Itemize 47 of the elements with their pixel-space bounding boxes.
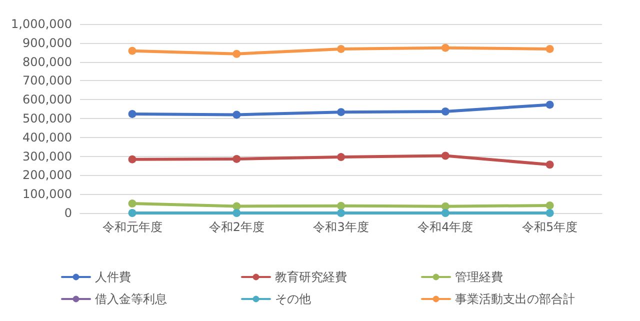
point (546, 201, 554, 210)
legend-label: 管理経費 (455, 270, 503, 284)
point (337, 209, 346, 217)
legend-label: 教育研究経費 (275, 270, 347, 284)
point (546, 44, 554, 53)
legend-label: その他 (275, 292, 311, 306)
y-tick-label: 500,000 (22, 112, 72, 126)
point (337, 44, 346, 53)
point (232, 154, 241, 163)
point (337, 108, 346, 116)
point (337, 202, 346, 210)
legend-label: 借入金等利息 (95, 292, 167, 306)
point (441, 209, 450, 217)
y-tick-label: 600,000 (22, 92, 72, 107)
point (232, 50, 241, 58)
point (441, 108, 450, 116)
point (441, 44, 450, 52)
y-tick-label: 800,000 (22, 54, 72, 69)
x-tick-label: 令和5年度 (522, 220, 578, 234)
y-tick-label: 700,000 (22, 74, 72, 88)
point (232, 110, 241, 119)
point (128, 209, 136, 217)
legend-label: 事業活動支出の部合計 (455, 292, 575, 306)
point (232, 202, 241, 210)
y-tick-label: 200,000 (22, 168, 72, 182)
point (337, 153, 346, 162)
point (128, 200, 136, 208)
x-tick-label: 令和3年度 (313, 220, 369, 234)
y-tick-label: 900,000 (22, 36, 72, 50)
y-tick-label: 0 (64, 206, 72, 220)
x-tick-label: 令和4年度 (418, 220, 474, 234)
y-tick-label: 300,000 (22, 149, 72, 164)
point (546, 160, 554, 169)
legend-label: 人件費 (95, 270, 131, 284)
y-tick-label: 400,000 (22, 130, 72, 144)
point (128, 110, 136, 118)
x-tick-label: 令和2年度 (208, 220, 264, 234)
point (128, 46, 136, 55)
point (232, 209, 241, 217)
point (546, 209, 554, 217)
y-tick-label: 100,000 (22, 187, 72, 202)
x-tick-label: 令和元年度 (102, 220, 162, 234)
point (546, 100, 554, 109)
point (441, 202, 450, 210)
point (441, 152, 450, 160)
point (128, 155, 136, 164)
y-tick-label: 1,000,000 (10, 17, 72, 31)
